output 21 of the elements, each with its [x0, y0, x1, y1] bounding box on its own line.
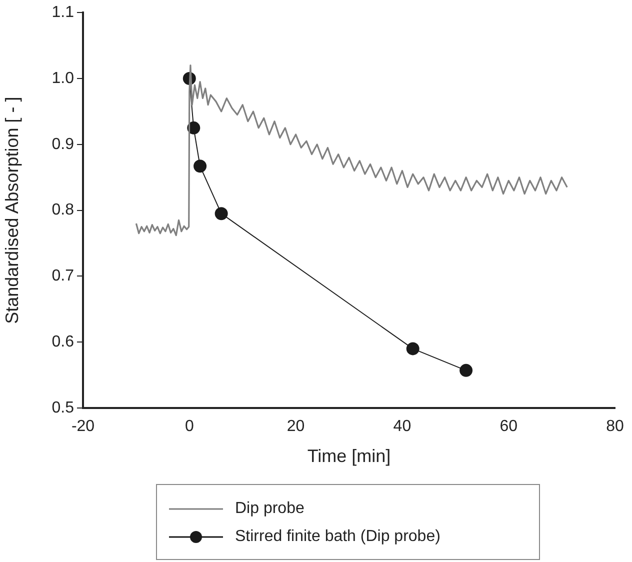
point [214, 207, 228, 220]
x-tick-label: 20 [286, 418, 305, 436]
x-axis-title: Time [min] [307, 446, 391, 466]
x-tick-label: 40 [393, 418, 412, 436]
point [194, 160, 207, 173]
legend-label: Stirred finite bath (Dip probe) [235, 528, 440, 546]
y-tick-label: 0.8 [52, 202, 74, 219]
y-axis-title: Standardised Absorption [ - ] [2, 96, 22, 324]
y-tick-label: 0.7 [52, 268, 74, 285]
legend-label: Dip probe [235, 500, 304, 518]
y-tick-label: 1.0 [52, 70, 74, 87]
x-tick-label: -20 [71, 418, 95, 436]
x-tick-label: 0 [184, 418, 194, 436]
point [460, 364, 473, 377]
y-tick-label: 1.1 [52, 4, 74, 22]
x-tick-label: 80 [606, 418, 624, 436]
y-tick-label: 0.5 [52, 399, 74, 416]
x-tick-label: 60 [500, 418, 518, 436]
point [406, 342, 420, 356]
y-tick-label: 0.9 [52, 136, 74, 153]
y-tick-label: 0.6 [52, 334, 74, 351]
